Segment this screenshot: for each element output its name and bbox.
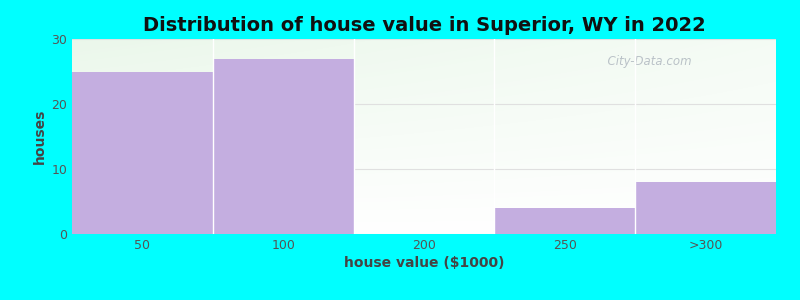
Bar	[213, 58, 354, 234]
Bar	[72, 71, 213, 234]
Title: Distribution of house value in Superior, WY in 2022: Distribution of house value in Superior,…	[142, 16, 706, 35]
Y-axis label: houses: houses	[33, 109, 47, 164]
Bar	[635, 182, 776, 234]
Text: City-Data.com: City-Data.com	[600, 55, 692, 68]
X-axis label: house value ($1000): house value ($1000)	[344, 256, 504, 270]
Bar	[494, 208, 635, 234]
